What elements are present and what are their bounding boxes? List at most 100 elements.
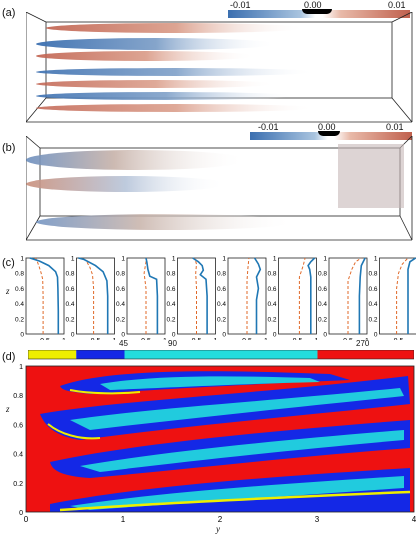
profile-subplot: 0.5 1 0 0.2 0.4 0.6 0.8 1 <box>267 256 318 341</box>
y-tick-label: 0.8 <box>217 271 226 278</box>
panel-d-xlabel: y <box>216 524 220 534</box>
streak-a-6 <box>36 92 296 100</box>
angle-tick-270: 270 <box>356 339 370 348</box>
x-tick-label: 1 <box>113 338 117 340</box>
profile-dashed-line <box>194 257 198 334</box>
map-y-tick: 0.8 <box>13 393 23 400</box>
map-y-tick: 1 <box>19 364 23 371</box>
panel-b-volume <box>26 136 413 241</box>
panel-d-label: (d) <box>2 351 16 363</box>
y-tick-label: 0 <box>323 332 327 339</box>
y-tick-label: 0.8 <box>15 271 24 278</box>
y-tick-label: 1 <box>71 256 75 263</box>
y-tick-label: 0.2 <box>368 316 377 323</box>
profile-solid-line <box>192 257 208 334</box>
angle-colorbar <box>28 350 414 360</box>
y-tick-label: 0.2 <box>267 316 276 323</box>
y-tick-label: 0.8 <box>65 271 74 278</box>
streak-a-1 <box>46 23 306 33</box>
panel-a-label: (a) <box>2 7 16 19</box>
y-tick-label: 0.2 <box>116 316 125 323</box>
y-tick-label: 0.2 <box>217 316 226 323</box>
blob-b-wall <box>338 144 404 208</box>
y-tick-label: 0.8 <box>368 271 377 278</box>
angle-tick-90: 90 <box>168 339 177 348</box>
colorbar-b-mid: 0.00 <box>318 122 336 132</box>
subplot-frame <box>25 257 65 335</box>
y-tick-label: 0 <box>273 332 277 339</box>
y-tick-label: 0.4 <box>116 301 125 308</box>
y-tick-label: 1 <box>374 256 378 263</box>
angle-segment <box>76 350 125 359</box>
profile-solid-line <box>253 257 262 334</box>
y-tick-label: 1 <box>172 256 176 263</box>
y-tick-label: 0.2 <box>318 316 327 323</box>
map-band-1-yellow <box>69 389 141 395</box>
profile-solid-line <box>307 257 316 334</box>
profile-dashed-line <box>35 257 44 334</box>
angle-colorbar-frame <box>28 350 414 360</box>
y-tick-label: 0.4 <box>166 301 175 308</box>
y-tick-label: 0.6 <box>267 286 276 293</box>
panel-d-ylabel: z <box>6 404 10 414</box>
x-tick-label: 0.5 <box>40 338 50 340</box>
y-tick-label: 0.6 <box>65 286 74 293</box>
subplot-frame <box>76 257 115 335</box>
y-tick-label: 0 <box>374 332 378 339</box>
panel-c-ylabel: z <box>6 286 10 296</box>
y-tick-label: 0.6 <box>15 286 24 293</box>
y-tick-label: 0.4 <box>65 301 74 308</box>
y-tick-label: 0 <box>20 332 24 339</box>
streak-a-7 <box>36 104 316 112</box>
colorbar-a-max: 0.01 <box>388 0 406 10</box>
map-band-2-cyan <box>70 388 404 430</box>
streak-a-4 <box>36 68 316 76</box>
map-band-1-cyan <box>100 376 320 390</box>
y-tick-label: 0.4 <box>15 301 24 308</box>
streak-a-2 <box>36 38 276 50</box>
y-tick-label: 0.6 <box>217 286 226 293</box>
angle-tick-45: 45 <box>119 339 128 348</box>
profile-dashed-line <box>246 257 250 334</box>
colorbar-a <box>228 10 410 18</box>
colorbar-b-mid-marker <box>318 131 340 136</box>
streak-a-3 <box>36 51 256 61</box>
y-tick-label: 0.8 <box>318 271 327 278</box>
y-tick-label: 0.4 <box>267 301 276 308</box>
map-band-4-yellow <box>59 490 411 512</box>
profile-subplot: 0.5 1 0 0.2 0.4 0.6 0.8 1 <box>65 256 116 341</box>
x-tick-label: 1 <box>62 338 66 340</box>
y-tick-label: 0 <box>121 332 125 339</box>
y-tick-label: 1 <box>222 256 226 263</box>
map-x-tick: 2 <box>218 515 223 524</box>
x-tick-label: 0.5 <box>394 338 404 340</box>
blob-b-3 <box>36 214 296 230</box>
x-tick-label: 0.5 <box>91 338 101 340</box>
y-tick-label: 1 <box>121 256 125 263</box>
y-tick-label: 0 <box>71 332 75 339</box>
x-tick-label: 1 <box>315 338 319 340</box>
map-y-tick: 0.4 <box>13 452 23 459</box>
profile-solid-line <box>78 257 109 334</box>
colorbar-a-mid-marker <box>302 9 332 14</box>
y-tick-label: 0.6 <box>166 286 175 293</box>
panel-c-label: (c) <box>2 257 15 269</box>
y-tick-label: 0.2 <box>166 316 175 323</box>
y-tick-label: 0.4 <box>318 301 327 308</box>
blob-b-2 <box>26 176 226 192</box>
subplot-frame <box>379 257 416 335</box>
x-tick-label: 0.5 <box>141 338 151 340</box>
colorbar-b-min: -0.01 <box>258 122 279 132</box>
panel-a-volume <box>26 12 413 123</box>
profile-solid-line <box>145 257 159 334</box>
map-y-tick: 0.2 <box>13 481 23 488</box>
x-tick-label: 1 <box>264 338 268 340</box>
y-tick-label: 0.8 <box>116 271 125 278</box>
y-tick-label: 0.6 <box>368 286 377 293</box>
map-band-4-cyan <box>70 476 404 510</box>
colorbar-b <box>250 132 412 140</box>
map-x-tick: 1 <box>121 515 126 524</box>
angle-map: 0 1 2 3 4 0 0.2 0.4 0.6 0.8 1 <box>13 364 416 524</box>
profile-subplot: 0.5 1 0 0.2 0.4 0.6 0.8 1 <box>318 256 369 341</box>
map-band-3-cyan <box>80 430 404 472</box>
